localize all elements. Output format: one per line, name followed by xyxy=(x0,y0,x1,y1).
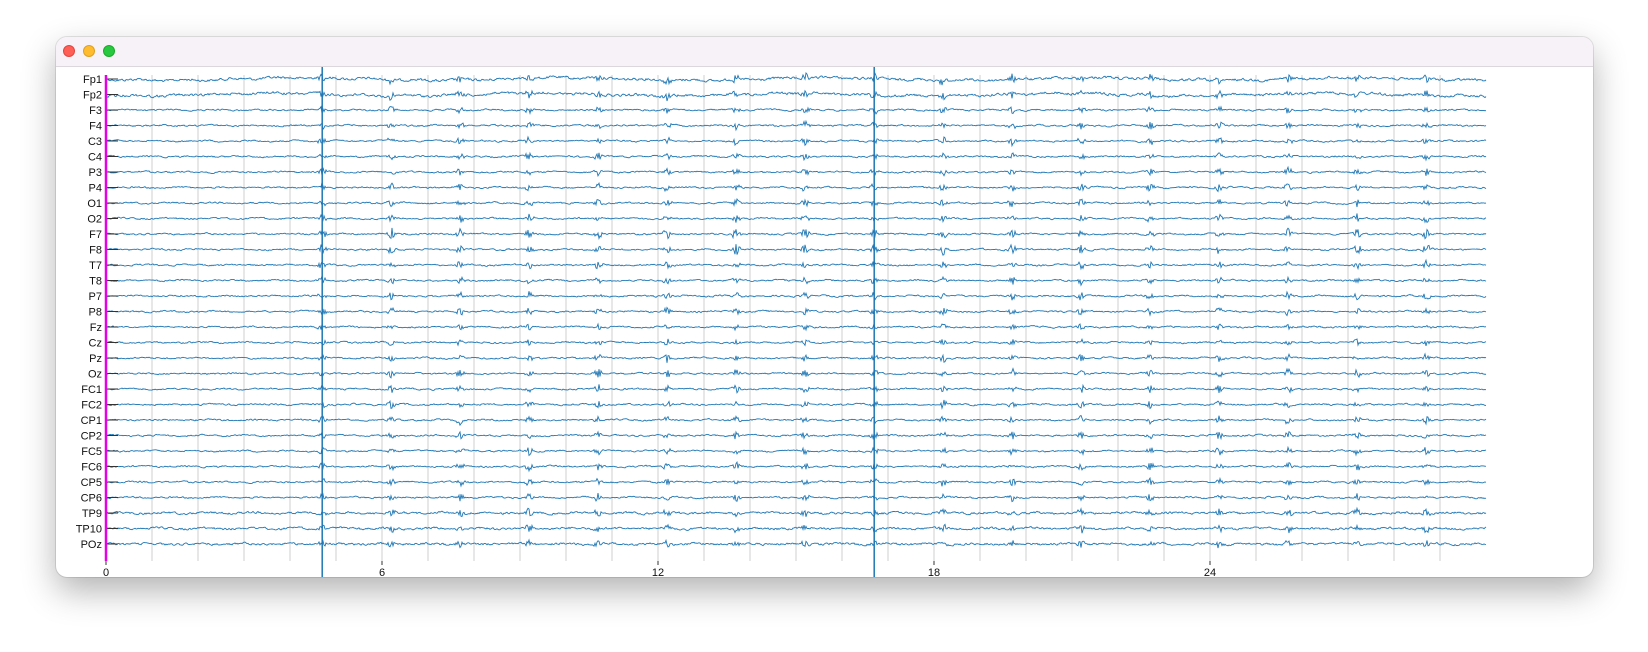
channel-label-Cz: Cz xyxy=(89,338,102,350)
minimize-window-button[interactable] xyxy=(83,45,95,57)
channel-label-P4: P4 xyxy=(89,183,102,195)
title-bar[interactable] xyxy=(56,37,1593,67)
channel-label-CP1: CP1 xyxy=(81,415,102,427)
channel-label-TP10: TP10 xyxy=(76,524,102,536)
trace-CP2 xyxy=(105,430,1487,441)
channel-label-F4: F4 xyxy=(89,121,102,133)
x-tick-label: 12 xyxy=(652,567,664,577)
x-tick-label: 0 xyxy=(103,567,109,577)
trace-layer xyxy=(105,72,1487,549)
channel-label-Fp2: Fp2 xyxy=(83,90,102,102)
trace-FC6 xyxy=(105,460,1487,473)
event-marker-layer xyxy=(321,67,875,577)
channel-label-F7: F7 xyxy=(89,229,102,241)
trace-FC1 xyxy=(105,383,1487,394)
trace-F8 xyxy=(105,243,1487,256)
channel-label-Pz: Pz xyxy=(89,353,102,365)
trace-T8 xyxy=(105,275,1487,287)
eeg-viewer-window: Fp1 Fp2 F3 F4 C3 C4 P3 P4 O1 O2 F7 F8 T7 T8 P7 P8 Fz Cz Pz… xyxy=(56,37,1593,577)
trace-P3 xyxy=(105,165,1487,178)
trace-F4 xyxy=(105,119,1487,132)
x-tick-layer: 0 6 12 18 24 xyxy=(103,561,1216,577)
trace-T7 xyxy=(105,258,1487,271)
close-window-button[interactable] xyxy=(63,45,75,57)
channel-label-Fz: Fz xyxy=(90,322,102,334)
channel-label-FC2: FC2 xyxy=(81,400,102,412)
trace-O2 xyxy=(105,213,1487,224)
channel-label-CP6: CP6 xyxy=(81,493,102,505)
channel-label-CP2: CP2 xyxy=(81,431,102,443)
x-tick-label: 6 xyxy=(379,567,385,577)
grid-layer xyxy=(151,75,1441,561)
trace-Fz xyxy=(105,322,1487,332)
trace-POz xyxy=(105,538,1487,549)
channel-label-T8: T8 xyxy=(89,276,102,288)
channel-label-Fp1: Fp1 xyxy=(83,74,102,86)
channel-label-POz: POz xyxy=(81,539,102,551)
trace-C3 xyxy=(105,135,1487,148)
trace-TP10 xyxy=(105,523,1487,535)
trace-Cz xyxy=(105,338,1487,347)
trace-Fp1 xyxy=(105,72,1487,86)
trace-TP9 xyxy=(105,506,1487,519)
trace-C4 xyxy=(105,151,1487,162)
channel-label-F3: F3 xyxy=(89,105,102,117)
channel-label-O1: O1 xyxy=(87,198,102,210)
axis-layer xyxy=(104,75,118,561)
x-tick-label: 18 xyxy=(928,567,940,577)
channel-label-FC5: FC5 xyxy=(81,446,102,458)
maximize-window-button[interactable] xyxy=(103,45,115,57)
channel-label-Oz: Oz xyxy=(88,369,102,381)
trace-Fp2 xyxy=(105,89,1487,102)
channel-label-FC1: FC1 xyxy=(81,384,102,396)
trace-F3 xyxy=(105,105,1487,115)
channel-label-TP9: TP9 xyxy=(82,508,102,520)
channel-label-FC6: FC6 xyxy=(81,462,102,474)
channel-label-F8: F8 xyxy=(89,245,102,257)
channel-label-P8: P8 xyxy=(89,307,102,319)
channel-label-P3: P3 xyxy=(89,167,102,179)
channel-label-O2: O2 xyxy=(87,214,102,226)
trace-Oz xyxy=(105,367,1487,379)
channel-label-layer: Fp1 Fp2 F3 F4 C3 C4 P3 P4 O1 O2 F7 F8 T7 T8 P7 P8 Fz Cz Pz… xyxy=(76,74,102,551)
x-tick-label: 24 xyxy=(1204,567,1216,577)
channel-label-P7: P7 xyxy=(89,291,102,303)
channel-label-CP5: CP5 xyxy=(81,477,102,489)
channel-label-T7: T7 xyxy=(89,260,102,272)
trace-O1 xyxy=(105,198,1487,208)
trace-FC5 xyxy=(105,445,1487,457)
trace-CP5 xyxy=(105,476,1487,488)
trace-CP1 xyxy=(105,414,1487,427)
trace-F7 xyxy=(106,227,1487,240)
trace-P7 xyxy=(105,290,1487,301)
channel-label-C4: C4 xyxy=(88,152,102,164)
trace-Pz xyxy=(105,352,1487,363)
trace-FC2 xyxy=(105,399,1487,410)
trace-P4 xyxy=(105,181,1487,193)
trace-CP6 xyxy=(105,492,1487,503)
trace-P8 xyxy=(105,306,1487,317)
eeg-traces-chart[interactable]: Fp1 Fp2 F3 F4 C3 C4 P3 P4 O1 O2 F7 F8 T7 T8 P7 P8 Fz Cz Pz… xyxy=(56,67,1593,577)
channel-label-C3: C3 xyxy=(88,136,102,148)
eeg-plot-area[interactable]: Fp1 Fp2 F3 F4 C3 C4 P3 P4 O1 O2 F7 F8 T7 T8 P7 P8 Fz Cz Pz… xyxy=(56,67,1593,577)
